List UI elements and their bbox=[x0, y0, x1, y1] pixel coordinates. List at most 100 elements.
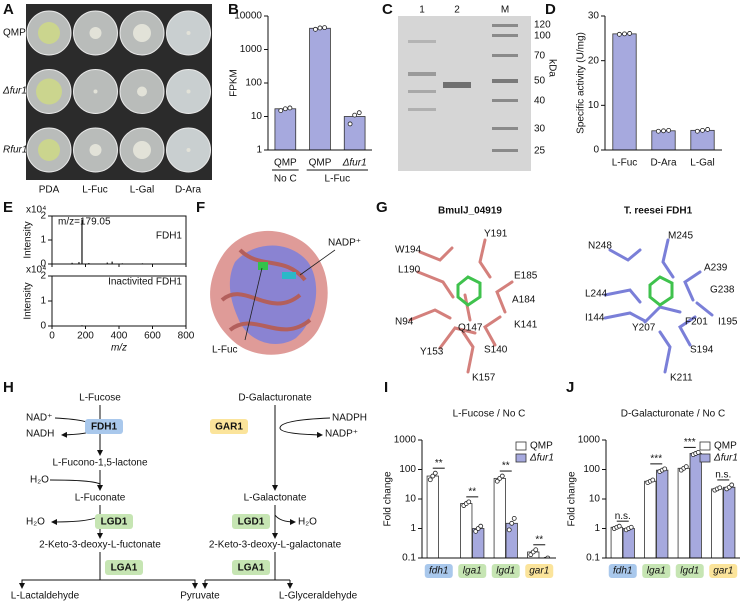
y-axis-label: Specific activity (U/mg) bbox=[576, 32, 587, 134]
replicate-point bbox=[541, 559, 545, 563]
panel-label: H bbox=[3, 379, 14, 396]
lane-label: M bbox=[501, 5, 509, 16]
panel-label: A bbox=[3, 1, 14, 18]
replicate-point bbox=[509, 520, 515, 526]
compound: 2-Keto-3-deoxy-L-galactonate bbox=[209, 540, 342, 551]
residue-label: K157 bbox=[472, 373, 496, 384]
compound: L-Lactaldehyde bbox=[11, 591, 80, 602]
bar bbox=[610, 526, 623, 558]
y-tick-label: 30 bbox=[588, 11, 600, 22]
plot bbox=[610, 449, 736, 558]
residue-label: I195 bbox=[718, 317, 738, 328]
residue-label: N94 bbox=[395, 317, 414, 328]
gel-band bbox=[492, 34, 518, 37]
gel-band bbox=[492, 79, 518, 83]
gel-band bbox=[492, 24, 518, 27]
category-highlight bbox=[458, 564, 487, 578]
y-tick-label: 1 bbox=[410, 523, 416, 534]
residue-label: W194 bbox=[395, 245, 422, 256]
residue-label: K141 bbox=[514, 320, 538, 331]
x-tick-label: lgd1 bbox=[496, 566, 515, 577]
cofactor bbox=[282, 272, 296, 279]
y-tick-label: 1 bbox=[40, 235, 46, 246]
colony bbox=[89, 27, 102, 39]
cofactor: NADPH bbox=[332, 413, 367, 424]
x-tick-label: QMP bbox=[274, 158, 297, 169]
gel-band bbox=[408, 108, 436, 111]
cofactor: H₂O bbox=[298, 517, 317, 528]
colony bbox=[186, 31, 191, 35]
residue-label: L190 bbox=[398, 265, 421, 276]
replicate-point bbox=[287, 105, 293, 111]
row-label: QMP bbox=[3, 28, 26, 39]
compound: L-Galactonate bbox=[244, 493, 307, 504]
plate-grid: QMP Δfur1 Rfur1 PDA L-Fuc L-Gal D-Ara bbox=[2, 4, 212, 196]
replicate-point bbox=[700, 127, 705, 133]
chart-title: L-Fucose / No C bbox=[453, 409, 526, 420]
gel-band bbox=[492, 54, 518, 57]
y-tick-label: 1000 bbox=[394, 435, 417, 446]
significance-label: ** bbox=[435, 458, 443, 469]
structure-title: BmulJ_04919 bbox=[438, 206, 502, 217]
replicate-point bbox=[683, 464, 689, 470]
chart-title: D-Galacturonate / No C bbox=[621, 409, 726, 420]
y-axis-label: FPKM bbox=[229, 69, 240, 97]
marker-label: 25 bbox=[534, 146, 546, 157]
y-axis-label: Intensity bbox=[23, 282, 34, 319]
y-tick-label: 0 bbox=[593, 145, 599, 156]
marker-label: 40 bbox=[534, 96, 546, 107]
x-tick-label: fdh1 bbox=[429, 566, 448, 577]
compound: L-Glyceraldehyde bbox=[279, 591, 358, 602]
y-tick-label: 1 bbox=[594, 523, 600, 534]
enzyme-box bbox=[85, 419, 123, 434]
bar bbox=[690, 129, 715, 150]
residue-label: G238 bbox=[710, 285, 735, 296]
compound: L-Fucose bbox=[79, 393, 121, 404]
replicate-point bbox=[666, 127, 672, 133]
residue-label: S140 bbox=[484, 345, 508, 356]
x-tick-label: Δfur1 bbox=[342, 158, 367, 169]
residue-label: E185 bbox=[514, 271, 538, 282]
column-label: D-Ara bbox=[175, 185, 202, 196]
residue-sticks bbox=[408, 238, 514, 374]
residue-label: A239 bbox=[704, 263, 728, 274]
y-tick-label: 1 bbox=[256, 145, 262, 156]
enzyme: LGA1 bbox=[111, 563, 138, 574]
structure-helix bbox=[220, 248, 312, 332]
colony bbox=[93, 89, 98, 94]
marker-label: 50 bbox=[534, 76, 546, 87]
replicate-point bbox=[356, 110, 362, 116]
colony bbox=[137, 86, 147, 97]
x-tick-label: lga1 bbox=[647, 566, 666, 577]
ligand bbox=[258, 262, 268, 270]
replicate-point bbox=[650, 477, 656, 483]
active-site: BmulJ_04919 T. reesei FDH1 Y191 W194 E18… bbox=[395, 206, 738, 384]
significance-label: ** bbox=[502, 461, 510, 472]
legend-swatch bbox=[699, 453, 711, 463]
compound: Pyruvate bbox=[180, 591, 220, 602]
y-axis-label: Fold change bbox=[567, 471, 578, 526]
residue-sticks bbox=[603, 238, 714, 374]
row-label: Δfur1 bbox=[2, 86, 27, 97]
replicate-point bbox=[694, 128, 700, 134]
panel-label: F bbox=[196, 199, 205, 216]
bar bbox=[343, 116, 366, 150]
replicate-point bbox=[278, 108, 284, 114]
replicate-point bbox=[616, 31, 622, 37]
annotation: FDH1 bbox=[156, 231, 183, 242]
ligand-sticks bbox=[648, 275, 674, 307]
replicate-point bbox=[317, 25, 323, 31]
replicate-point bbox=[695, 449, 701, 455]
replicate-point bbox=[511, 515, 517, 521]
x-tick-label: 0 bbox=[49, 331, 55, 342]
marker-label: 70 bbox=[534, 51, 546, 62]
residue-label: I144 bbox=[585, 313, 605, 324]
replicate-point bbox=[432, 470, 438, 476]
y-tick-label: 1000 bbox=[240, 44, 263, 55]
enzyme-box bbox=[210, 419, 248, 434]
enzyme-box bbox=[95, 514, 133, 529]
gel: 1 2 M 120 100 70 50 40 30 25 kDa bbox=[398, 5, 557, 171]
y-tick-label: 0.1 bbox=[586, 553, 600, 564]
group-label: L-Fuc bbox=[325, 174, 351, 185]
replicate-point bbox=[313, 26, 318, 32]
